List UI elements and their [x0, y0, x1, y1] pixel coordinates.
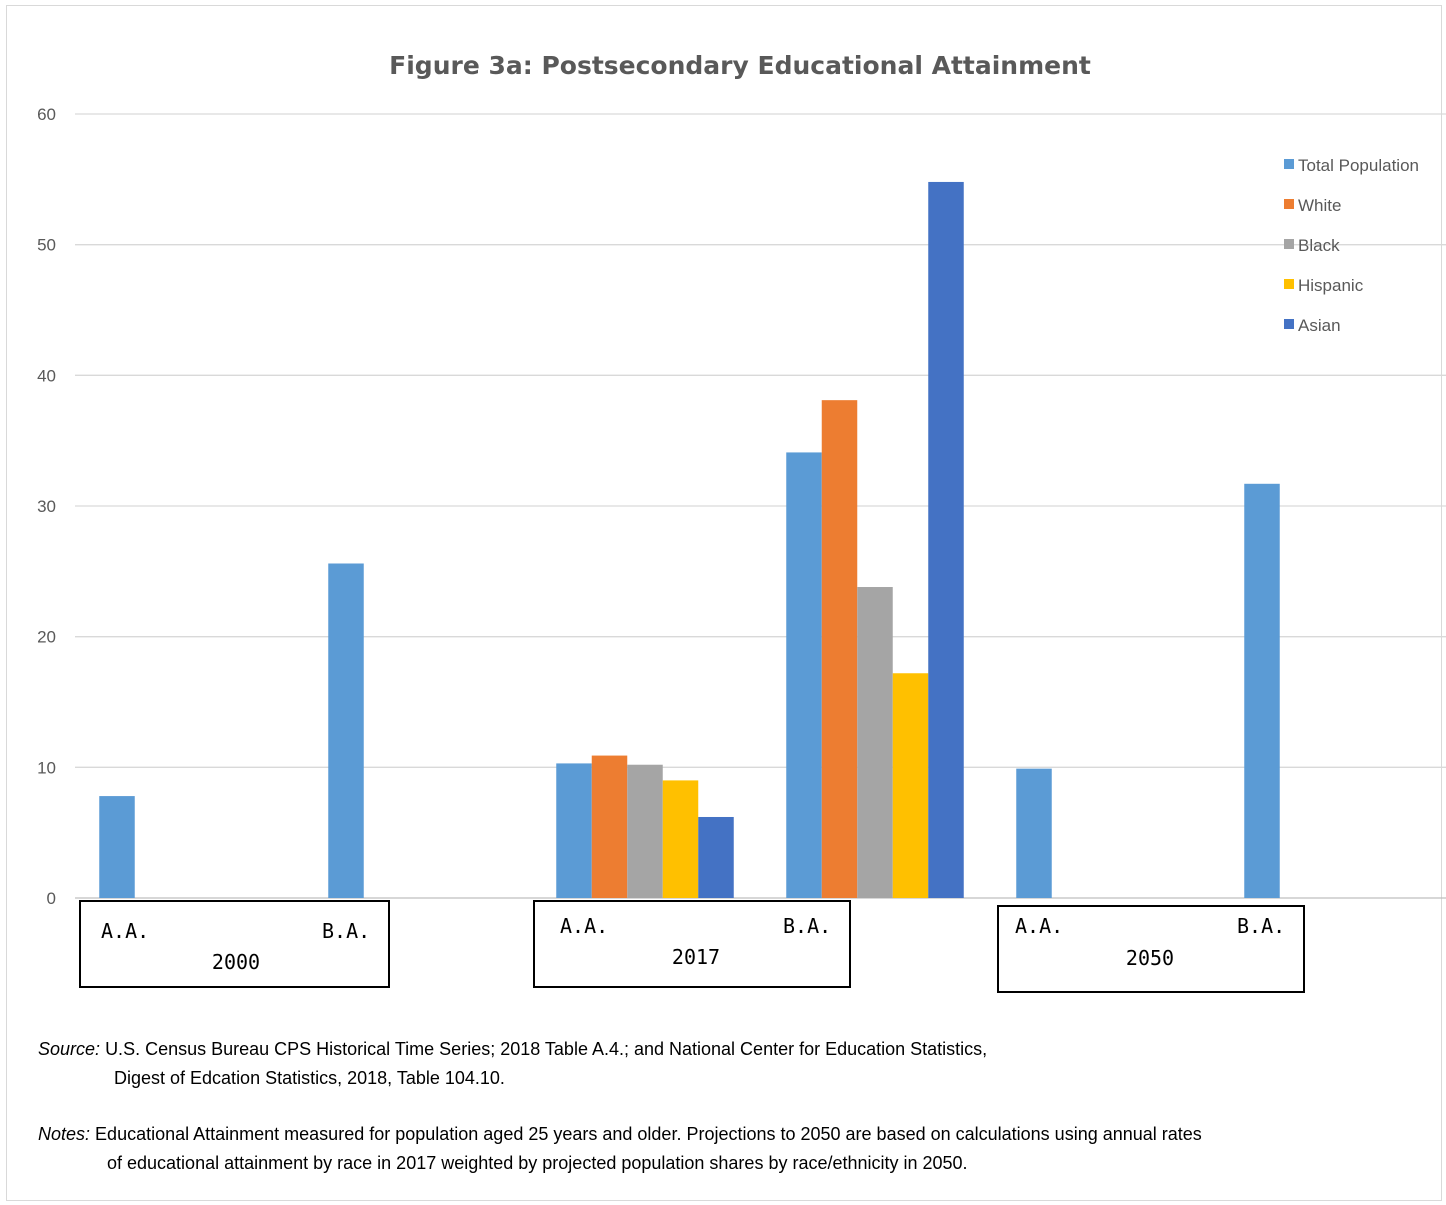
- group-labels: A.A. B.A. 2000 A.A. B.A. 2017 A.A. B.A. 2050: [79, 900, 1305, 993]
- legend-label: Total Population: [1298, 156, 1419, 175]
- degree-label: A.A.: [560, 914, 608, 938]
- y-axis: 0 10 20 30 40 50 60: [37, 105, 56, 908]
- bar-2000-ba-total-population: [328, 563, 364, 898]
- legend-label: Black: [1298, 236, 1340, 255]
- bar-2017-aa-asian: [698, 816, 734, 898]
- y-tick-label: 10: [37, 758, 56, 777]
- source-line-1: U.S. Census Bureau CPS Historical Time S…: [105, 1039, 988, 1059]
- notes-note: Notes: Educational Attainment measured f…: [38, 1120, 1202, 1178]
- gridlines: [75, 113, 1446, 899]
- y-tick-label: 60: [37, 105, 56, 124]
- group-box-2000: [79, 900, 390, 988]
- group-box-2050: [997, 905, 1305, 993]
- year-label: 2000: [212, 950, 260, 974]
- legend-swatch: [1284, 319, 1294, 329]
- degree-label: B.A.: [1237, 914, 1285, 938]
- legend-label: Asian: [1298, 316, 1341, 335]
- y-tick-label: 50: [37, 236, 56, 255]
- legend-label: White: [1298, 196, 1341, 215]
- legend-swatch: [1284, 159, 1294, 169]
- bar-2017-aa-black: [627, 764, 663, 898]
- bar-2050-aa-total-population: [1016, 768, 1052, 898]
- notes-line-2: of educational attainment by race in 201…: [107, 1153, 968, 1173]
- bar-2017-ba-white: [821, 400, 858, 898]
- legend: Total Population White Black Hispanic Asian: [1284, 156, 1419, 335]
- source-note: Source: U.S. Census Bureau CPS Historica…: [38, 1035, 987, 1093]
- bar-2017-aa-white: [591, 755, 628, 898]
- group-box-2017: [533, 900, 851, 988]
- bar-2017-ba-asian: [928, 181, 964, 899]
- legend-swatch: [1284, 199, 1294, 209]
- legend-label: Hispanic: [1298, 276, 1364, 295]
- bar-2017-aa-hispanic: [662, 780, 699, 898]
- source-line-2: Digest of Edcation Statistics, 2018, Tab…: [114, 1068, 505, 1088]
- bar-2050-ba-total-population: [1244, 483, 1280, 898]
- y-tick-label: 0: [47, 889, 56, 908]
- year-label: 2017: [672, 945, 720, 969]
- chart-title: Figure 3a: Postsecondary Educational Att…: [389, 51, 1091, 80]
- degree-label: B.A.: [783, 914, 831, 938]
- degree-label: B.A.: [322, 919, 370, 943]
- legend-swatch: [1284, 279, 1294, 289]
- degree-label: A.A.: [101, 919, 149, 943]
- bar-2017-aa-total-population: [556, 763, 592, 898]
- bars: [99, 181, 1280, 899]
- legend-swatch: [1284, 239, 1294, 249]
- source-label: Source:: [38, 1039, 101, 1059]
- y-tick-label: 40: [37, 366, 56, 385]
- bar-2000-aa-total-population: [99, 796, 135, 898]
- y-tick-label: 20: [37, 628, 56, 647]
- year-label: 2050: [1126, 946, 1174, 970]
- chart-frame: [6, 5, 1442, 1201]
- y-tick-label: 30: [37, 497, 56, 516]
- notes-line-1: Educational Attainment measured for popu…: [95, 1124, 1202, 1144]
- bar-2017-ba-total-population: [786, 452, 822, 898]
- bar-2017-ba-hispanic: [892, 673, 929, 898]
- bar-2017-ba-black: [857, 587, 893, 898]
- notes-label: Notes:: [38, 1124, 91, 1144]
- degree-label: A.A.: [1015, 914, 1063, 938]
